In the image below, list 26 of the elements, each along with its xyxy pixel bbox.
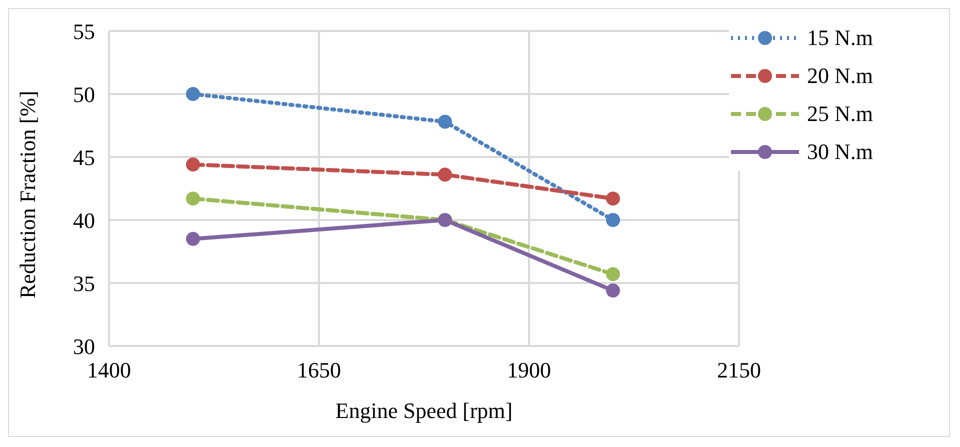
point xyxy=(606,192,620,206)
point xyxy=(186,232,200,246)
point xyxy=(606,284,620,298)
x-tick-label: 1650 xyxy=(297,358,341,383)
y-tick-label: 45 xyxy=(73,144,95,170)
x-tick-label: 1900 xyxy=(507,358,551,383)
legend-label: 20 N.m xyxy=(807,62,873,90)
x-tick-label: 1400 xyxy=(87,358,131,383)
y-tick-label: 30 xyxy=(73,334,95,359)
y-tick-label: 35 xyxy=(73,270,95,296)
legend-label: 15 N.m xyxy=(807,24,873,52)
point xyxy=(438,168,452,182)
legend-label: 25 N.m xyxy=(807,100,873,128)
point xyxy=(606,267,620,282)
point xyxy=(186,158,200,172)
x-tick-label: 2150 xyxy=(717,358,761,383)
x-axis-title: Engine Speed [rpm] xyxy=(335,398,513,423)
y-axis-title: Reduction Fraction [%] xyxy=(14,90,40,298)
point xyxy=(186,87,200,101)
y-tick-label: 40 xyxy=(73,208,95,233)
legend-label: 30 N.m xyxy=(807,138,873,166)
y-tick-label: 55 xyxy=(73,18,95,44)
point xyxy=(438,114,452,129)
point xyxy=(606,213,620,227)
y-tick-label: 50 xyxy=(73,82,95,107)
point xyxy=(186,192,200,206)
